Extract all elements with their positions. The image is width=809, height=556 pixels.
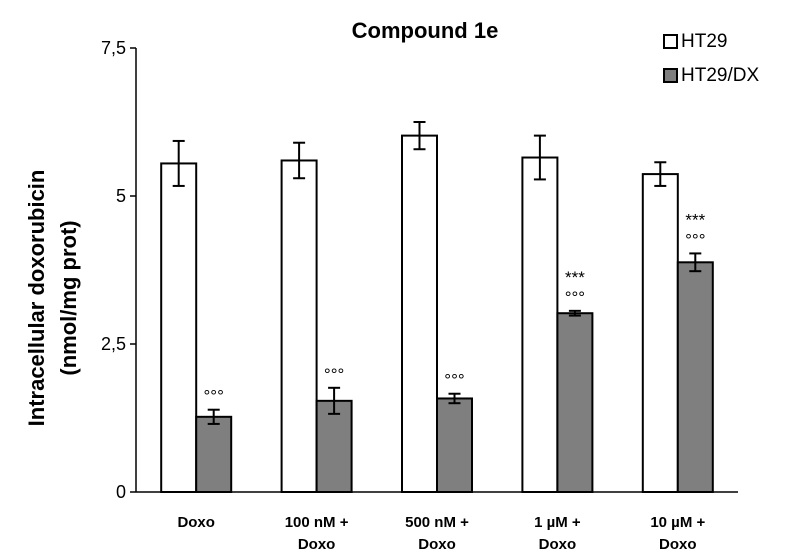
y-tick-label: 2,5 xyxy=(101,334,126,354)
significance-annotation: °°° xyxy=(685,230,705,249)
significance-annotation: *** xyxy=(685,210,705,229)
significance-annotation: °°° xyxy=(203,387,223,406)
bars: °°°°°° °°°°°°***°°°*** xyxy=(160,121,714,494)
y-tick-label: 0 xyxy=(116,482,126,502)
bar-ht29-dx xyxy=(436,397,473,493)
bar-ht29-dx xyxy=(315,399,353,493)
x-tick-label: 10 µM + xyxy=(650,514,705,531)
x-tick-label: 1 µM + xyxy=(534,514,581,531)
x-tick-label: 500 nM + xyxy=(405,514,469,531)
bar-ht29 xyxy=(160,162,198,493)
x-tick-label: Doxo xyxy=(418,536,456,553)
legend: HT29 HT29/DX xyxy=(663,31,759,86)
significance-annotation: °°° xyxy=(444,371,464,390)
legend-swatch xyxy=(663,34,678,49)
bar-ht29-dx xyxy=(556,312,594,493)
y-tick-label: 5 xyxy=(116,186,126,206)
legend-label: HT29 xyxy=(681,31,727,52)
y-tick-label: 7,5 xyxy=(101,38,126,58)
x-tick-label: Doxo xyxy=(177,514,215,531)
legend-swatch xyxy=(663,68,678,83)
chart-title: Compound 1e xyxy=(352,18,499,43)
bar-ht29 xyxy=(401,134,438,493)
bar-ht29 xyxy=(280,159,318,493)
y-axis-label-line1: Intracellular doxorubicin xyxy=(24,170,49,427)
legend-label: HT29/DX xyxy=(681,65,759,86)
significance-annotation: °°° xyxy=(565,288,585,307)
bar-ht29-dx xyxy=(195,415,233,494)
x-ticks: Doxo 100 nM + Doxo 500 nM + Doxo 1 µM + Doxo 10… xyxy=(177,514,705,553)
y-ticks: 0 2,5 5 7,5 xyxy=(101,38,136,502)
y-axis-label-line2: (nmol/mg prot) xyxy=(56,220,81,375)
x-tick-label: Doxo xyxy=(659,536,697,553)
bar-ht29 xyxy=(521,156,559,494)
x-tick-label: Doxo xyxy=(539,536,577,553)
bar-ht29-dx xyxy=(676,261,714,493)
significance-annotation: *** xyxy=(565,268,585,287)
bar-ht29 xyxy=(641,173,679,493)
x-tick-label: Doxo xyxy=(298,536,336,553)
significance-annotation: °°° xyxy=(324,365,344,384)
x-tick-label: 100 nM + xyxy=(285,514,349,531)
